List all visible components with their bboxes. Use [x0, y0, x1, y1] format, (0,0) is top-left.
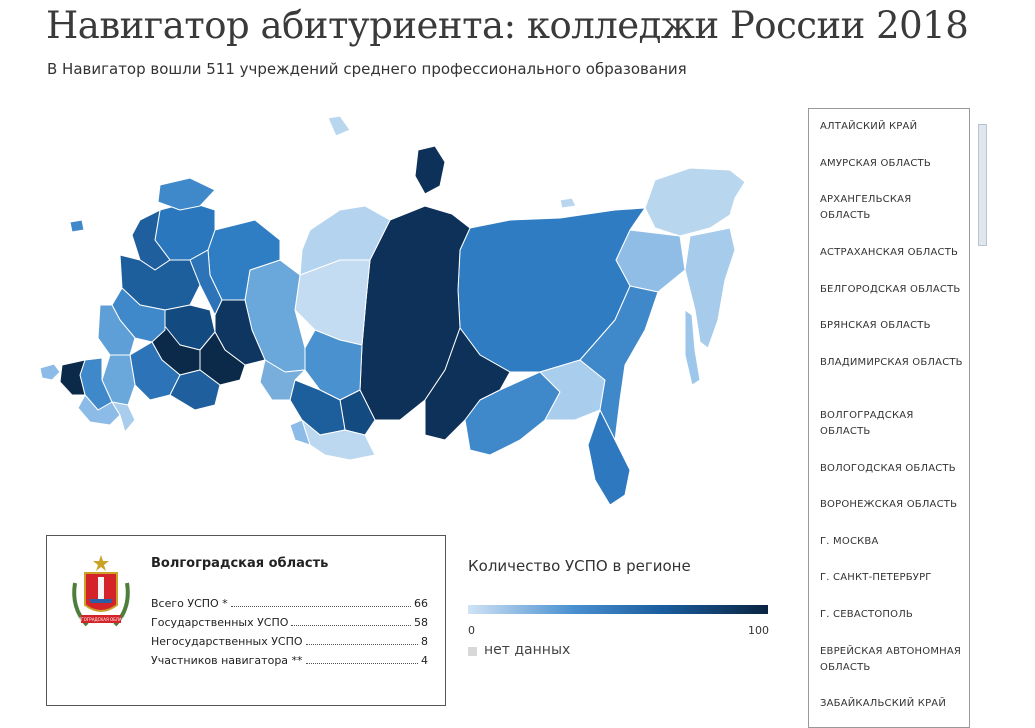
map-region-omsk[interactable] [259, 359, 306, 401]
legend-min-label: 0 [468, 624, 475, 637]
stat-total-value: 66 [414, 597, 428, 610]
map-region-orenburg[interactable] [169, 369, 221, 411]
map-region-tuva[interactable] [301, 419, 376, 461]
map-region-arctic-islands[interactable] [559, 197, 577, 209]
legend-color-scale [468, 605, 768, 614]
stat-private-label: Негосударственных УСПО [151, 635, 303, 648]
stat-state: Государственных УСПО 58 [151, 613, 428, 629]
region-list-item[interactable]: БРЯНСКАЯ ОБЛАСТЬ [820, 320, 931, 331]
region-list-item[interactable]: АЛТАЙСКИЙ КРАЙ [820, 121, 918, 132]
region-info-card: ВОЛГОГРАДСКАЯ ОБЛАСТЬ Волгоградская обла… [46, 535, 446, 706]
region-list-item[interactable]: АМУРСКАЯ ОБЛАСТЬ [820, 158, 931, 169]
map-region-chukotka[interactable] [644, 167, 746, 237]
stat-participants-label: Участников навигатора ** [151, 654, 303, 667]
legend-no-data-label: нет данных [484, 642, 571, 658]
region-list-item[interactable]: АСТРАХАНСКАЯ ОБЛАСТЬ [820, 247, 959, 258]
region-list-item[interactable]: АРХАНГЕЛЬСКАЯ ОБЛАСТЬ [820, 194, 912, 221]
map-region-crimea[interactable] [40, 363, 61, 381]
region-emblem: ВОЛГОГРАДСКАЯ ОБЛАСТЬ [72, 555, 130, 627]
map-region-astrakhan[interactable] [111, 401, 136, 433]
map-region-yamal[interactable] [299, 205, 391, 276]
stat-state-value: 58 [414, 616, 428, 629]
stat-private-value: 8 [421, 635, 428, 648]
stat-state-label: Государственных УСПО [151, 616, 289, 629]
region-list-item[interactable]: ЗАБАЙКАЛЬСКИЙ КРАЙ [820, 698, 947, 709]
map-region-khabarovsk[interactable] [579, 285, 659, 441]
map-region-taimyr[interactable] [414, 145, 446, 195]
region-list-scrollbar-track[interactable] [978, 124, 988, 716]
region-list-item[interactable]: ВОРОНЕЖСКАЯ ОБЛАСТЬ [820, 499, 958, 510]
region-list-item[interactable]: Г. САНКТ-ПЕТЕРБУРГ [820, 572, 932, 583]
region-list-item[interactable]: БЕЛГОРОДСКАЯ ОБЛАСТЬ [820, 284, 961, 295]
page-subtitle: В Навигатор вошли 511 учреждений среднег… [47, 60, 687, 78]
map-region-central-6[interactable] [97, 304, 136, 356]
stat-total: Всего УСПО * 66 [151, 594, 428, 610]
legend-title: Количество УСПО в регионе [468, 557, 691, 575]
map-region-altai-rep[interactable] [289, 419, 311, 446]
stat-participants: Участников навигатора ** 4 [151, 651, 428, 667]
map-region-caucasus[interactable] [77, 394, 121, 426]
legend-max-label: 100 [748, 624, 769, 637]
selected-region-name: Волгоградская область [151, 556, 329, 571]
stat-total-label: Всего УСПО * [151, 597, 228, 610]
stat-private: Негосударственных УСПО 8 [151, 632, 428, 648]
region-list-scrollbar-thumb[interactable] [978, 124, 987, 246]
page-title: Навигатор абитуриента: колледжи России 2… [46, 4, 969, 47]
map-region-kaliningrad[interactable] [69, 219, 85, 233]
region-list-item[interactable]: Г. МОСКВА [820, 536, 879, 547]
map-region-novaya-zemlya[interactable] [327, 115, 351, 137]
region-list-item[interactable]: ВОЛОГОДСКАЯ ОБЛАСТЬ [820, 463, 956, 474]
map-region-sakhalin[interactable] [684, 309, 701, 386]
region-list[interactable]: АЛТАЙСКИЙ КРАЙ АМУРСКАЯ ОБЛАСТЬ АРХАНГЕЛ… [808, 108, 970, 728]
legend-no-data-swatch [468, 647, 477, 656]
region-list-item[interactable]: ВЛАДИМИРСКАЯ ОБЛАСТЬ [820, 357, 963, 368]
region-list-item[interactable]: Г. СЕВАСТОПОЛЬ [820, 609, 913, 620]
map-region-primorye[interactable] [587, 409, 631, 506]
region-list-item[interactable]: ЕВРЕЙСКАЯ АВТОНОМНАЯ ОБЛАСТЬ [820, 646, 962, 673]
emblem-ribbon-text: ВОЛГОГРАДСКАЯ ОБЛАСТЬ [72, 617, 129, 622]
region-list-item[interactable]: ВОЛГОГРАДСКАЯ ОБЛАСТЬ [820, 410, 914, 437]
map-region-murmansk[interactable] [157, 177, 216, 211]
russia-regions-map[interactable] [40, 110, 770, 520]
stat-participants-value: 4 [421, 654, 428, 667]
map-region-kamchatka[interactable] [684, 227, 736, 349]
